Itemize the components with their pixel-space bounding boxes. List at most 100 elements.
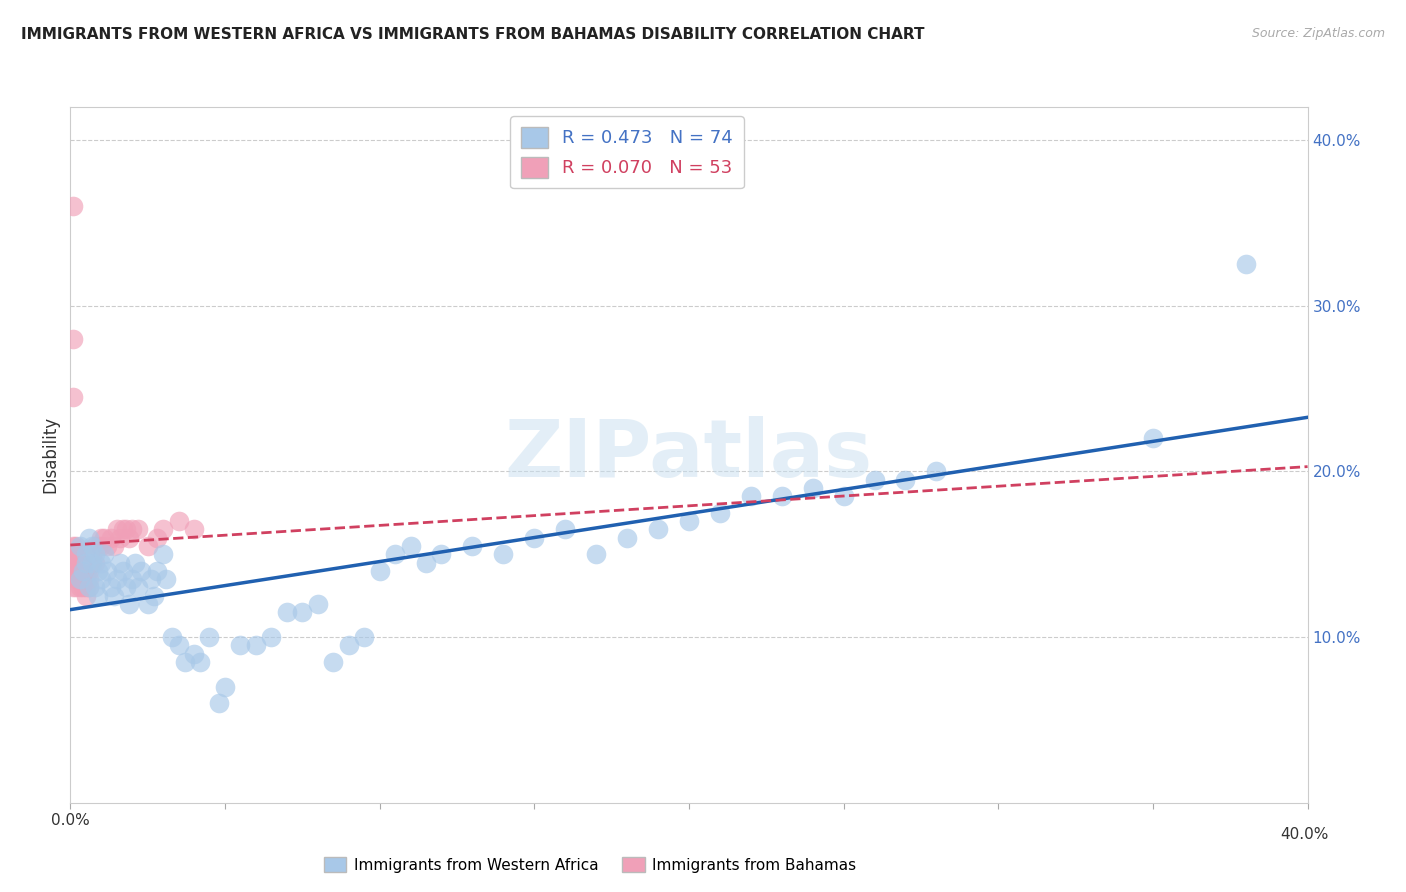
Point xyxy=(65,539,87,553)
Point xyxy=(136,539,159,553)
Point xyxy=(307,597,329,611)
Point xyxy=(740,489,762,503)
Point xyxy=(111,523,134,537)
Point xyxy=(72,564,94,578)
Point xyxy=(801,481,824,495)
Point xyxy=(647,523,669,537)
Point xyxy=(291,605,314,619)
Point xyxy=(492,547,515,561)
Point xyxy=(69,581,91,595)
Point xyxy=(337,639,360,653)
Point xyxy=(152,547,174,561)
Point xyxy=(115,581,138,595)
Point xyxy=(276,605,298,619)
Point xyxy=(75,556,97,570)
Point xyxy=(65,547,87,561)
Point xyxy=(146,531,169,545)
Point xyxy=(77,581,100,595)
Point xyxy=(118,531,141,545)
Point xyxy=(146,564,169,578)
Point xyxy=(198,630,221,644)
Point xyxy=(118,597,141,611)
Point xyxy=(142,589,165,603)
Point xyxy=(461,539,484,553)
Point xyxy=(75,589,97,603)
Point xyxy=(832,489,855,503)
Point xyxy=(167,514,190,528)
Point xyxy=(368,564,391,578)
Point xyxy=(430,547,453,561)
Point xyxy=(72,572,94,586)
Point xyxy=(62,390,84,404)
Point xyxy=(384,547,406,561)
Point xyxy=(77,572,100,586)
Point xyxy=(69,564,91,578)
Point xyxy=(155,572,177,586)
Point xyxy=(62,581,84,595)
Point xyxy=(84,581,107,595)
Point xyxy=(260,630,283,644)
Point xyxy=(72,564,94,578)
Point xyxy=(96,564,118,578)
Point xyxy=(127,581,149,595)
Point xyxy=(90,556,112,570)
Point xyxy=(1142,431,1164,445)
Point xyxy=(62,199,84,213)
Point xyxy=(183,523,205,537)
Point xyxy=(69,547,91,561)
Point xyxy=(87,539,110,553)
Point xyxy=(90,539,112,553)
Point xyxy=(1234,257,1257,271)
Text: Source: ZipAtlas.com: Source: ZipAtlas.com xyxy=(1251,27,1385,40)
Point xyxy=(65,581,87,595)
Point xyxy=(103,539,125,553)
Point xyxy=(214,680,236,694)
Text: IMMIGRANTS FROM WESTERN AFRICA VS IMMIGRANTS FROM BAHAMAS DISABILITY CORRELATION: IMMIGRANTS FROM WESTERN AFRICA VS IMMIGR… xyxy=(21,27,925,42)
Point xyxy=(77,581,100,595)
Point xyxy=(69,572,91,586)
Point xyxy=(80,556,103,570)
Point xyxy=(863,473,886,487)
Point xyxy=(75,547,97,561)
Point xyxy=(72,581,94,595)
Point xyxy=(69,556,91,570)
Legend: Immigrants from Western Africa, Immigrants from Bahamas: Immigrants from Western Africa, Immigran… xyxy=(318,850,862,879)
Point xyxy=(80,556,103,570)
Point xyxy=(245,639,267,653)
Point xyxy=(399,539,422,553)
Text: ZIPatlas: ZIPatlas xyxy=(505,416,873,494)
Point xyxy=(90,572,112,586)
Point xyxy=(87,564,110,578)
Point xyxy=(105,523,128,537)
Point xyxy=(62,547,84,561)
Point xyxy=(415,556,437,570)
Point xyxy=(93,547,115,561)
Point xyxy=(925,465,948,479)
Point xyxy=(678,514,700,528)
Point xyxy=(322,655,344,669)
Point xyxy=(894,473,917,487)
Point xyxy=(100,531,122,545)
Point xyxy=(75,547,97,561)
Point xyxy=(183,647,205,661)
Point xyxy=(121,523,143,537)
Point xyxy=(84,539,107,553)
Point xyxy=(136,597,159,611)
Point xyxy=(84,556,107,570)
Point xyxy=(167,639,190,653)
Text: 40.0%: 40.0% xyxy=(1281,827,1329,841)
Point xyxy=(75,581,97,595)
Point xyxy=(75,572,97,586)
Point xyxy=(709,506,731,520)
Point xyxy=(100,581,122,595)
Point xyxy=(523,531,546,545)
Point xyxy=(108,531,131,545)
Point xyxy=(65,556,87,570)
Point xyxy=(127,523,149,537)
Point xyxy=(121,572,143,586)
Point xyxy=(103,589,125,603)
Point xyxy=(162,630,184,644)
Point xyxy=(77,531,100,545)
Point xyxy=(62,564,84,578)
Point xyxy=(96,539,118,553)
